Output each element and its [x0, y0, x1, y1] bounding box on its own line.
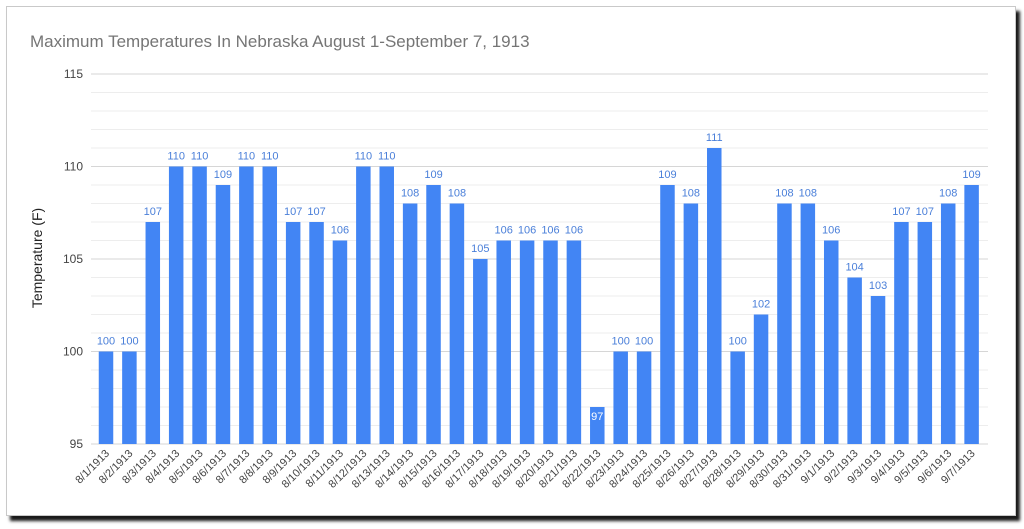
bar — [917, 222, 933, 444]
y-tick-label: 105 — [63, 252, 83, 266]
bar — [753, 314, 769, 444]
bar — [192, 166, 207, 444]
data-label: 100 — [97, 336, 115, 348]
bar — [707, 148, 722, 444]
data-label: 110 — [355, 151, 373, 163]
bar — [449, 203, 465, 444]
bar — [168, 166, 184, 444]
data-label: 106 — [518, 225, 536, 237]
bar — [870, 296, 886, 444]
chart-title: Maximum Temperatures In Nebraska August … — [30, 32, 530, 51]
data-label: 110 — [167, 151, 185, 163]
bar — [730, 351, 745, 444]
bar — [800, 203, 816, 444]
data-label: 107 — [144, 206, 162, 218]
data-label: 108 — [401, 188, 419, 200]
data-label: 100 — [120, 336, 138, 348]
bar — [894, 222, 909, 444]
data-label: 109 — [214, 169, 232, 181]
bar — [590, 407, 605, 444]
data-label: 100 — [728, 336, 746, 348]
bar — [519, 240, 535, 444]
data-label: 109 — [658, 169, 676, 181]
data-label: 110 — [191, 151, 209, 163]
data-label: 110 — [261, 151, 279, 163]
bar — [145, 222, 161, 444]
bar — [402, 203, 418, 444]
data-label: 100 — [612, 336, 630, 348]
bar — [215, 185, 231, 444]
data-label: 109 — [424, 169, 442, 181]
bar — [379, 166, 394, 444]
data-label: 108 — [682, 188, 700, 200]
data-label: 107 — [916, 206, 934, 218]
bar — [777, 203, 792, 444]
bar — [262, 166, 278, 444]
bar — [332, 240, 348, 444]
data-label: 110 — [378, 151, 396, 163]
bar — [356, 166, 371, 444]
data-label: 108 — [775, 188, 793, 200]
y-axis-ticks: 95 100 105 110 115 — [63, 67, 83, 451]
data-label: 109 — [962, 169, 980, 181]
bar — [566, 240, 582, 444]
data-label: 104 — [845, 262, 863, 274]
data-label: 100 — [635, 336, 653, 348]
bar — [496, 240, 511, 444]
data-labels: 100 100 107 110 110 109 110 110 107 107 106 110 110 1… — [97, 132, 981, 423]
data-label: 111 — [706, 132, 723, 144]
bar — [239, 166, 254, 444]
data-label: 108 — [939, 188, 957, 200]
data-label: 106 — [495, 225, 513, 237]
y-tick-label: 95 — [70, 437, 84, 451]
data-label: 103 — [869, 280, 887, 292]
bar — [473, 259, 488, 444]
bar — [122, 351, 137, 444]
data-label: 102 — [752, 299, 770, 311]
data-label: 107 — [307, 206, 325, 218]
data-label: 106 — [541, 225, 559, 237]
bar — [683, 203, 699, 444]
y-tick-label: 110 — [64, 160, 83, 174]
data-label: 110 — [238, 151, 256, 163]
y-tick-label: 115 — [64, 67, 83, 81]
data-label: 107 — [284, 206, 302, 218]
data-label: 105 — [471, 243, 489, 255]
bar — [940, 203, 956, 444]
bar — [285, 222, 301, 444]
data-label: 108 — [448, 188, 466, 200]
data-label: 106 — [565, 225, 583, 237]
bar — [426, 185, 441, 444]
x-axis-ticks: 8/1/19138/2/19138/3/19138/4/19138/5/1913… — [73, 448, 977, 491]
data-label: 107 — [892, 206, 910, 218]
bar — [543, 240, 558, 444]
data-label: 106 — [331, 225, 349, 237]
data-label: 108 — [799, 188, 817, 200]
bar — [964, 185, 979, 444]
data-label: 106 — [822, 225, 840, 237]
bar — [98, 351, 114, 444]
bar — [823, 240, 839, 444]
bar — [309, 222, 324, 444]
bars — [98, 148, 979, 444]
bar — [847, 277, 862, 444]
bar — [613, 351, 628, 444]
y-tick-label: 100 — [63, 345, 83, 359]
bar — [660, 185, 675, 444]
data-label: 97 — [591, 411, 603, 423]
y-axis-label: Temperature (F) — [29, 208, 45, 308]
bar — [636, 351, 652, 444]
